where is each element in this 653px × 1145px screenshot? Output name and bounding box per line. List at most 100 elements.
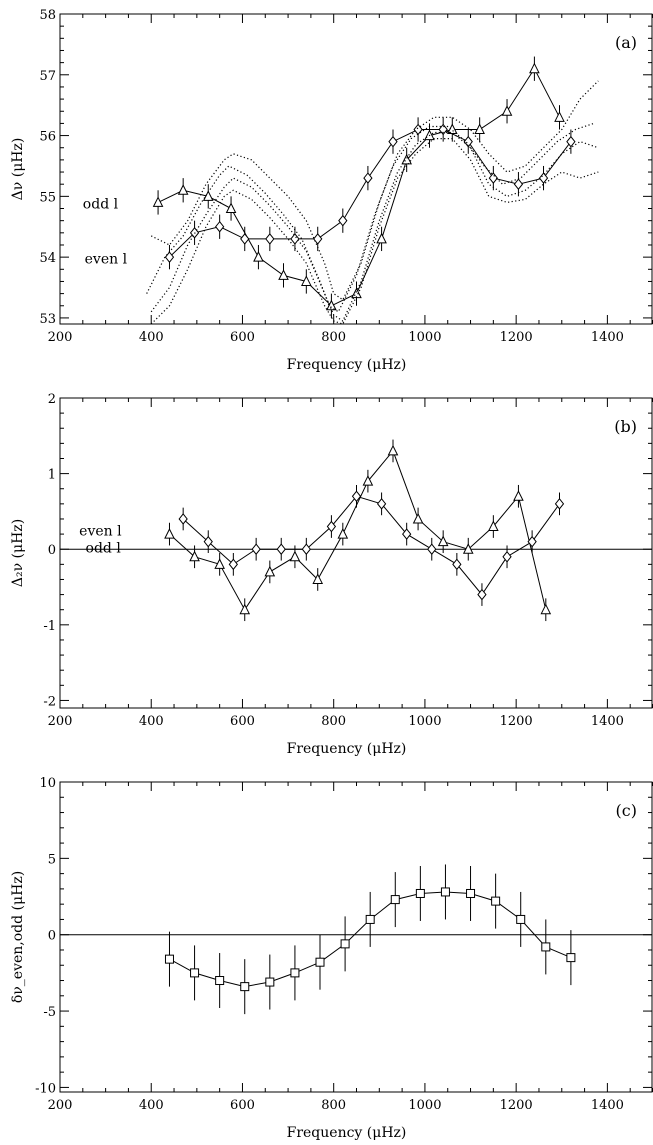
data-point-square: [365, 914, 375, 924]
series-annotation: odd l: [83, 197, 119, 213]
data-point-diamond: [566, 135, 576, 148]
data-point-triangle: [289, 550, 301, 562]
model-dotted-line: [150, 138, 599, 325]
panel-label: (a): [615, 33, 637, 52]
series-2: [164, 117, 576, 270]
data-point-diamond: [502, 550, 512, 563]
y-tick-label: 56: [39, 130, 56, 145]
x-tick-label: 800: [321, 330, 346, 345]
y-tick-label: 58: [39, 8, 56, 23]
data-point-diamond: [251, 543, 261, 556]
data-point-diamond: [326, 520, 337, 533]
x-tick-label: 1400: [591, 330, 624, 345]
x-tick-label: 1200: [500, 330, 533, 345]
data-point-diamond: [215, 220, 225, 233]
data-point-triangle: [152, 196, 164, 207]
series-1: [164, 864, 576, 1015]
x-tick-label: 1200: [500, 1098, 533, 1113]
data-point-triangle: [412, 512, 424, 524]
x-tick-label: 800: [321, 714, 346, 729]
x-tick-label: 200: [48, 1098, 73, 1113]
data-point-triangle: [376, 232, 387, 244]
x-axis-label: Frequency (μHz): [287, 1125, 407, 1140]
y-tick-label: 0: [48, 929, 56, 944]
x-tick-label: 600: [230, 714, 255, 729]
model-dotted-line: [150, 80, 599, 301]
data-point-square: [415, 888, 425, 898]
series-3: [150, 80, 599, 301]
data-point-triangle: [337, 527, 349, 539]
data-point-triangle: [202, 190, 214, 201]
y-tick-label: 57: [39, 69, 56, 84]
x-tick-label: 200: [48, 714, 73, 729]
x-axis-label: Frequency (μHz): [287, 741, 407, 757]
data-point-diamond: [388, 135, 398, 148]
data-point-square: [290, 968, 300, 978]
y-tick-label: -5: [43, 1005, 56, 1020]
data-point-diamond: [527, 535, 537, 548]
y-axis-label: Δ₂ν (μHz): [10, 519, 26, 587]
data-point-triangle: [239, 603, 251, 615]
data-point-triangle: [164, 527, 175, 539]
data-point-diamond: [240, 233, 250, 245]
x-tick-label: 1000: [408, 330, 441, 345]
plot-frame: [59, 397, 653, 709]
data-point-triangle: [312, 573, 324, 584]
y-tick-label: 10: [39, 776, 56, 791]
series-1: [164, 439, 552, 622]
series-line: [169, 129, 572, 258]
data-point-triangle: [474, 123, 485, 134]
data-point-diamond: [427, 543, 437, 556]
data-point-triangle: [401, 153, 412, 165]
data-point-diamond: [463, 135, 473, 148]
data-point-diamond: [313, 233, 323, 245]
x-tick-label: 1200: [500, 714, 533, 729]
data-point-diamond: [402, 528, 412, 540]
data-point-square: [516, 914, 526, 924]
plot-frame: [59, 781, 653, 1093]
data-point-triangle: [501, 105, 513, 116]
data-point-triangle: [387, 444, 399, 456]
data-point-diamond: [290, 233, 300, 245]
y-tick-label: 55: [39, 190, 56, 205]
chart-panel-1: 200 400 600 800 1000 1200 1400 53 54 55 56 57 58 Freq…: [10, 8, 653, 373]
chart-panel-3: 200 400 600 800 1000 1200 1400 -10 -5 0 5 10 Frequen…: [10, 776, 653, 1141]
data-point-triangle: [540, 603, 552, 615]
series-6: [150, 138, 599, 325]
series-annotation: even l: [79, 523, 122, 539]
x-tick-label: 600: [230, 330, 255, 345]
series-2: [178, 484, 565, 606]
data-point-diamond: [554, 498, 565, 510]
data-point-diamond: [438, 123, 448, 136]
data-point-square: [315, 957, 325, 967]
x-tick-label: 1000: [408, 714, 441, 729]
series-annotation: odd l: [86, 541, 122, 557]
x-tick-label: 1000: [408, 1098, 441, 1113]
data-point-square: [541, 942, 551, 952]
data-point-square: [491, 896, 501, 906]
x-tick-label: 1400: [591, 1098, 624, 1113]
data-point-triangle: [554, 111, 565, 122]
data-point-square: [466, 888, 476, 898]
x-tick-label: 400: [139, 1098, 164, 1113]
series-line: [169, 449, 547, 611]
data-point-diamond: [164, 251, 175, 263]
data-point-triangle: [513, 490, 524, 501]
x-tick-label: 800: [321, 1098, 346, 1113]
data-point-diamond: [228, 558, 238, 571]
panel-label: (c): [616, 801, 637, 820]
series-1: [152, 56, 565, 318]
data-point-diamond: [452, 558, 462, 571]
series-line: [182, 495, 560, 596]
x-tick-label: 400: [139, 714, 164, 729]
data-point-triangle: [278, 269, 289, 280]
series-line: [157, 67, 560, 307]
x-tick-label: 400: [139, 330, 164, 345]
chart-panel-2: 200 400 600 800 1000 1200 1400 -2 -1 0 1 2 Frequency…: [10, 392, 653, 757]
panel-label: (b): [614, 417, 637, 436]
data-point-triangle: [189, 550, 200, 562]
data-point-diamond: [376, 498, 387, 510]
data-point-diamond: [178, 513, 188, 525]
y-axis-label: Δν (μHz): [10, 138, 26, 201]
